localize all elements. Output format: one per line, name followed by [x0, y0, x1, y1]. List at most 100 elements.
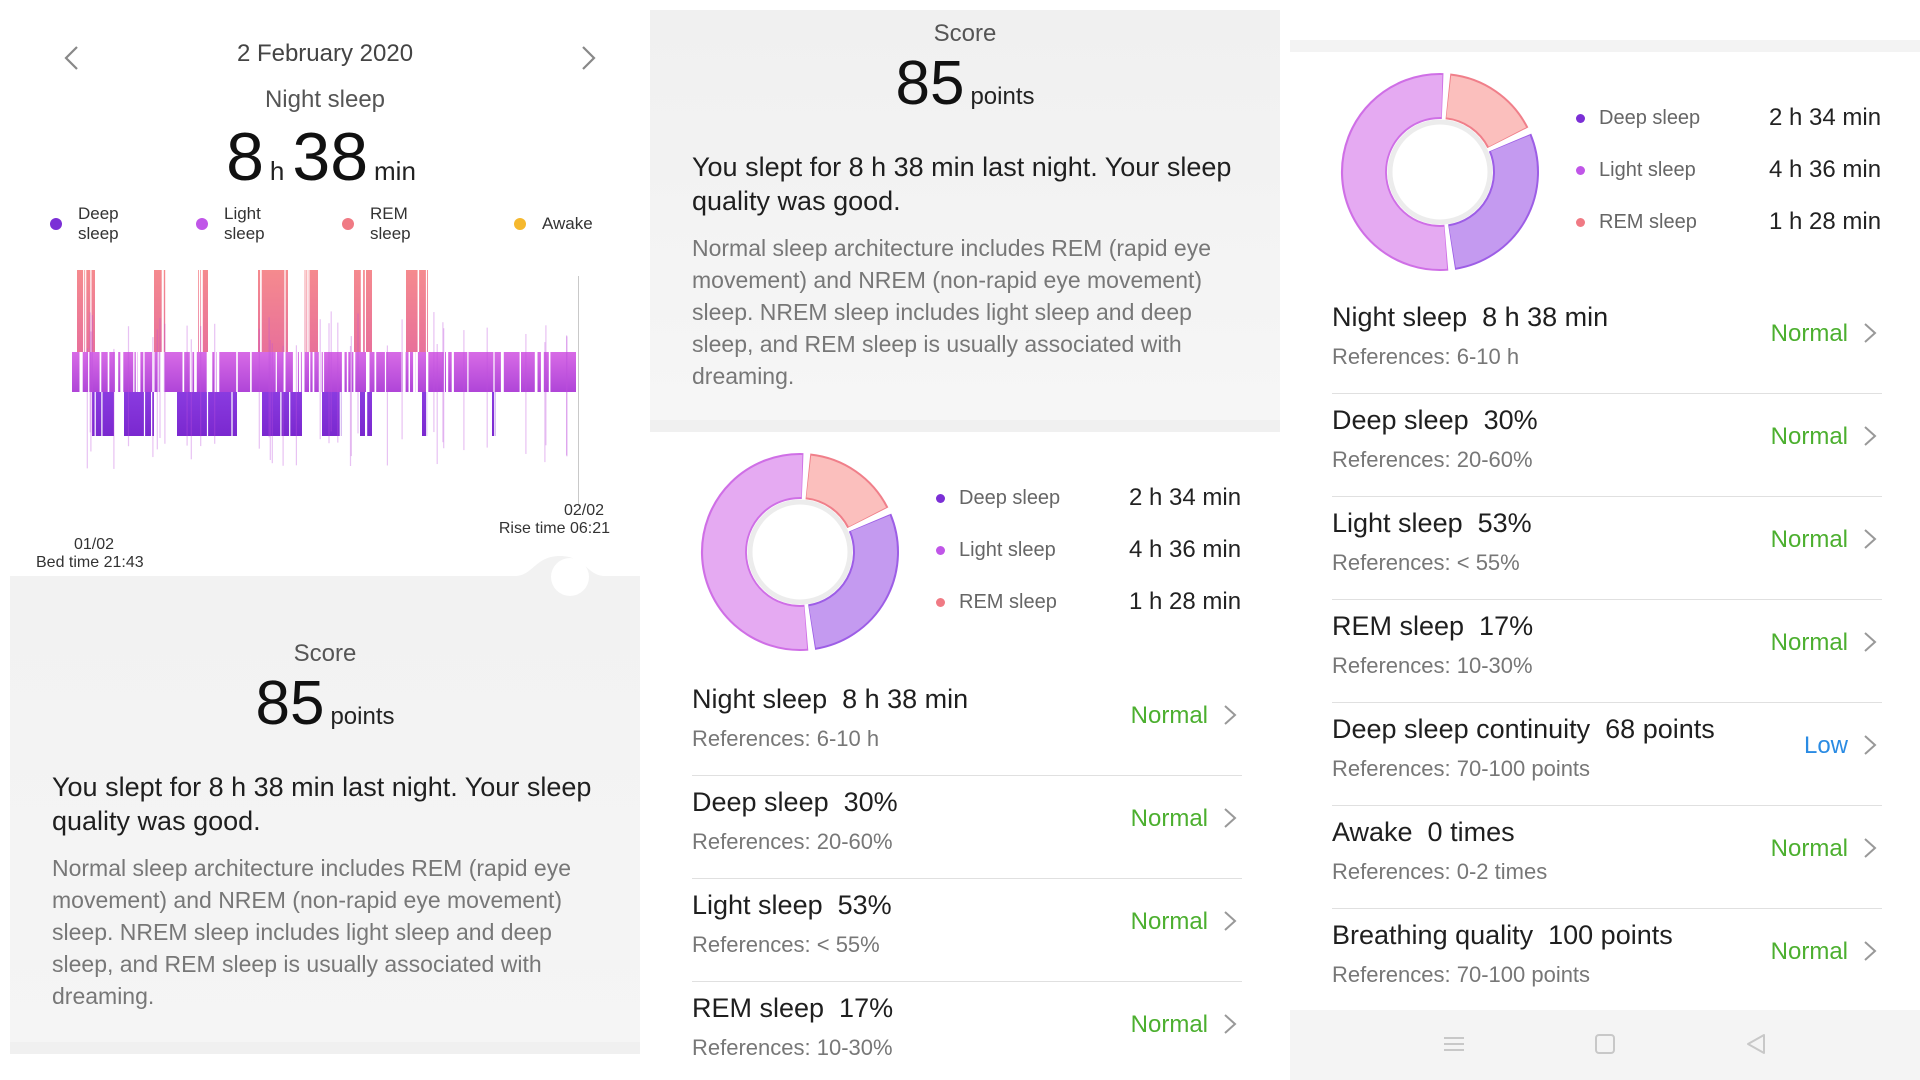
- hypnogram-transition: [525, 333, 527, 454]
- hypnogram-gap: [200, 270, 202, 352]
- timeline-slider-handle[interactable]: [551, 558, 589, 596]
- breakdown-label: Deep sleep: [959, 486, 1061, 509]
- metric-title: Deep sleep 30%: [1332, 405, 1538, 435]
- metric-status: Normal: [1130, 702, 1208, 729]
- hypnogram-gap: [413, 352, 416, 392]
- hypnogram-transition: [91, 315, 93, 436]
- breakdown-label: REM sleep: [1599, 210, 1697, 233]
- breakdown-label: Light sleep: [1599, 158, 1696, 181]
- metric-title: REM sleep 17%: [692, 993, 894, 1023]
- next-day-button[interactable]: [568, 38, 608, 78]
- hypnogram-gap: [231, 392, 233, 436]
- metric-row-night-sleep[interactable]: Night sleep 8 h 38 min References: 6-10 …: [1332, 290, 1882, 394]
- menu-icon[interactable]: [1440, 1030, 1468, 1058]
- metric-row-breathing-quality[interactable]: Breathing quality 100 points References:…: [1332, 908, 1882, 1011]
- hypnogram-gap: [152, 352, 155, 392]
- chevron-right-icon: [1224, 705, 1237, 725]
- hypnogram-transition: [401, 319, 403, 440]
- rem-sleep-dot: [1576, 217, 1585, 227]
- metric-row-deep-sleep[interactable]: Deep sleep 30% References: 20-60% Normal: [1332, 393, 1882, 497]
- hypnogram-transition: [271, 343, 273, 464]
- home-icon[interactable]: [1591, 1030, 1619, 1058]
- hypnogram-transition: [152, 337, 154, 458]
- hypnogram-gap: [280, 392, 282, 436]
- metric-row-rem-sleep[interactable]: REM sleep 17% References: 10-30% Normal: [1332, 599, 1882, 703]
- hypnogram-transition: [258, 328, 260, 449]
- metric-row-deep-sleep-continuity[interactable]: Deep sleep continuity 68 points Referenc…: [1332, 702, 1882, 806]
- legend-rem-sleep: REM sleep: [342, 204, 440, 244]
- metric-status: Normal: [1130, 908, 1208, 935]
- metric-reference: References: 10-30%: [692, 1035, 893, 1060]
- chevron-left-icon: [64, 46, 78, 70]
- metric-row-night-sleep[interactable]: Night sleep 8 h 38 min References: 6-10 …: [692, 672, 1242, 776]
- breakdown-rem-sleep: REM sleep 1 h 28 min: [936, 587, 1266, 617]
- score-number: 85: [255, 669, 325, 738]
- metric-status: Normal: [1770, 835, 1848, 862]
- deep-sleep-dot: [936, 493, 945, 503]
- metric-title: Night sleep 8 h 38 min: [692, 684, 969, 714]
- hypnogram-transition: [433, 312, 435, 433]
- donut-hole: [747, 499, 853, 605]
- hypnogram-transition: [566, 336, 568, 457]
- chevron-right-icon: [1864, 941, 1877, 961]
- hypnogram-gap: [366, 352, 369, 392]
- metric-row-light-sleep[interactable]: Light sleep 53% References: < 55% Normal: [692, 878, 1242, 982]
- hypnogram-rem-sleep-block: [258, 270, 288, 352]
- hypnogram-transition: [164, 323, 166, 444]
- hypnogram-gap: [443, 352, 445, 392]
- hypnogram-gap: [426, 352, 429, 392]
- metric-row-deep-sleep[interactable]: Deep sleep 30% References: 20-60% Normal: [692, 775, 1242, 879]
- sleep-stage-legend: Deep sleep Light sleep REM sleep Awake: [50, 204, 610, 252]
- legend-label: REM sleep: [370, 204, 411, 243]
- breakdown-legend: Deep sleep 2 h 34 min Light sleep 4 h 36…: [936, 483, 1266, 643]
- previous-day-button[interactable]: [52, 38, 92, 78]
- hypnogram-gap: [415, 352, 418, 392]
- donut-segment-rem-sleep: [1445, 75, 1527, 148]
- metric-status: Normal: [1130, 805, 1208, 832]
- hypnogram-gap: [293, 352, 296, 392]
- hypnogram-gap: [260, 270, 262, 352]
- rise-time-label: Rise time 06:21: [498, 520, 610, 537]
- hypnogram-gap: [301, 352, 305, 392]
- hypnogram-gap: [157, 352, 159, 392]
- hypnogram-gap: [85, 270, 87, 352]
- hypnogram-transition: [295, 345, 297, 466]
- hypnogram-transition: [269, 340, 271, 461]
- chevron-right-icon: [1224, 911, 1237, 931]
- sleep-breakdown-donut: [700, 453, 899, 651]
- hypnogram-gap: [182, 352, 185, 392]
- hypnogram-gap: [374, 352, 377, 392]
- hypnogram-gap: [384, 352, 387, 392]
- hypnogram-gap: [159, 352, 161, 392]
- breakdown-light-sleep: Light sleep 4 h 36 min: [1576, 155, 1906, 185]
- deep-sleep-dot: [50, 218, 62, 230]
- metric-reference: References: 20-60%: [692, 829, 893, 854]
- hypnogram-rem-sleep-block: [198, 270, 208, 352]
- hypnogram-gap: [194, 352, 197, 392]
- hypnogram-gap: [425, 270, 428, 352]
- light-sleep-dot: [196, 218, 208, 230]
- donut-segment-light-sleep: [1343, 75, 1448, 269]
- hypnogram-transition: [463, 330, 465, 451]
- hypnogram-gap: [299, 352, 301, 392]
- hypnogram-transition: [545, 325, 547, 446]
- score-card: [650, 10, 1280, 420]
- breakdown-value: 4 h 36 min: [1129, 536, 1242, 563]
- legend-deep-sleep: Deep sleep: [50, 204, 148, 244]
- legend-label: Light sleep: [224, 204, 265, 243]
- hypnogram-gap: [208, 352, 211, 392]
- metric-row-awake[interactable]: Awake 0 times References: 0-2 times Norm…: [1332, 805, 1882, 909]
- hypnogram-gap: [494, 392, 496, 436]
- breakdown-deep-sleep: Deep sleep 2 h 34 min: [1576, 103, 1906, 133]
- metric-reference: References: 0-2 times: [1332, 859, 1548, 884]
- hypnogram-gap: [446, 352, 449, 392]
- score-unit: points: [970, 83, 1035, 110]
- hypnogram-transition: [156, 329, 158, 450]
- metric-row-light-sleep[interactable]: Light sleep 53% References: < 55% Normal: [1332, 496, 1882, 600]
- breakdown-label: Deep sleep: [1599, 106, 1701, 129]
- hypnogram-gap: [402, 352, 406, 392]
- hypnogram-gap: [284, 270, 286, 352]
- back-icon[interactable]: [1742, 1030, 1770, 1058]
- metric-row-rem-sleep[interactable]: REM sleep 17% References: 10-30% Normal: [692, 981, 1242, 1080]
- hypnogram-gap: [214, 352, 217, 392]
